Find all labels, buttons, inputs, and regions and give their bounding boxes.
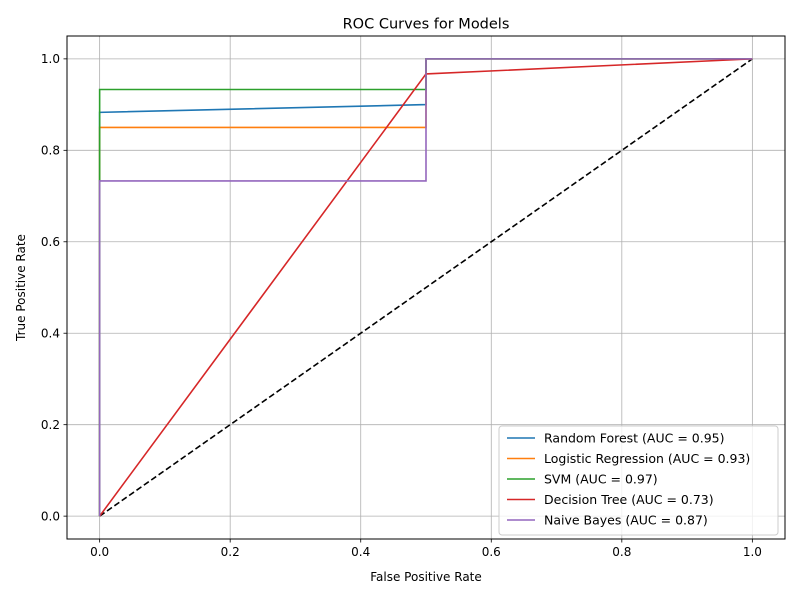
x-tick-label: 0.0 [90,545,109,559]
y-tick-label: 0.0 [41,509,60,523]
y-tick-label: 0.6 [41,235,60,249]
y-tick-label: 0.2 [41,418,60,432]
x-tick-label: 0.8 [612,545,631,559]
y-tick-label: 0.8 [41,144,60,158]
legend-label: Logistic Regression (AUC = 0.93) [544,451,750,466]
legend-label: Decision Tree (AUC = 0.73) [544,492,714,507]
ticks: 0.0 0.2 0.4 0.6 0.8 1.0 0.0 0.2 0.4 0.6 0.8 1.0 [41,52,762,559]
series-line-naive-bayes [98,58,753,517]
y-tick-label: 1.0 [41,52,60,66]
x-tick-label: 1.0 [743,545,762,559]
y-tick-label: 0.4 [41,327,60,341]
x-axis-label: False Positive Rate [370,570,482,584]
series-layer [98,58,753,517]
plot-frame [66,35,786,540]
legend-label: Random Forest (AUC = 0.95) [544,431,725,446]
x-tick-label: 0.6 [482,545,501,559]
legend-label: Naive Bayes (AUC = 0.87) [544,513,708,528]
chance-diagonal-line [99,58,753,517]
legend-box [498,425,779,536]
legend-label: SVM (AUC = 0.97) [544,472,658,487]
x-tick-label: 0.2 [221,545,240,559]
legend: Random Forest (AUC = 0.95) Logistic Regre… [498,425,779,536]
chart-title: ROC Curves for Models [343,17,510,33]
y-axis-label: True Positive Rate [14,234,28,342]
x-tick-label: 0.4 [351,545,370,559]
reference-line-layer [99,58,753,517]
